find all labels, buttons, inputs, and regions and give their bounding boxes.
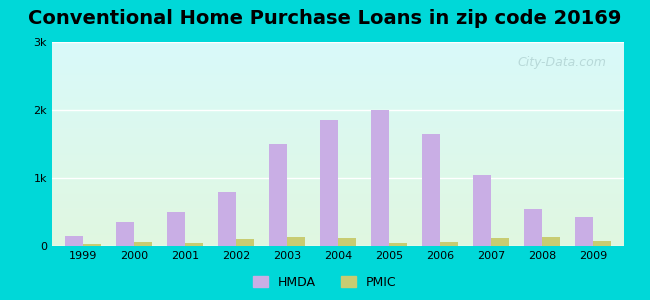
- Bar: [575, 217, 593, 246]
- Bar: [134, 242, 151, 246]
- Bar: [491, 238, 509, 246]
- Bar: [422, 134, 440, 246]
- Bar: [389, 243, 407, 246]
- Bar: [236, 238, 254, 246]
- Bar: [287, 237, 305, 246]
- Bar: [83, 244, 101, 246]
- Bar: [185, 243, 203, 246]
- Bar: [320, 120, 338, 246]
- Bar: [525, 208, 542, 246]
- Bar: [218, 192, 236, 246]
- Bar: [473, 175, 491, 246]
- Bar: [116, 222, 134, 246]
- Bar: [440, 242, 458, 246]
- Bar: [167, 212, 185, 246]
- Text: Conventional Home Purchase Loans in zip code 20169: Conventional Home Purchase Loans in zip …: [29, 9, 621, 28]
- Bar: [338, 238, 356, 246]
- Bar: [542, 237, 560, 246]
- Text: City-Data.com: City-Data.com: [518, 56, 607, 69]
- Bar: [269, 144, 287, 246]
- Legend: HMDA, PMIC: HMDA, PMIC: [248, 271, 402, 294]
- Bar: [371, 110, 389, 246]
- Bar: [593, 241, 611, 246]
- Bar: [65, 236, 83, 246]
